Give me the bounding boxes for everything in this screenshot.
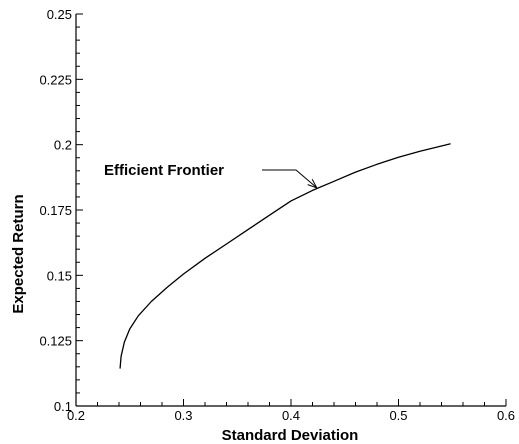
y-tick-label: 0.175	[39, 203, 72, 218]
y-tick-label: 0.2	[54, 138, 72, 153]
annotation-group: Efficient Frontier	[104, 162, 318, 189]
efficient-frontier-line	[119, 143, 451, 369]
series-group	[119, 143, 451, 369]
x-tick-label: 0.4	[282, 408, 300, 423]
y-tick-label: 0.15	[47, 268, 72, 283]
y-tick-label: 0.1	[54, 399, 72, 414]
x-tick-label: 0.2	[67, 408, 85, 423]
x-tick-label: 0.6	[497, 408, 515, 423]
y-tick-label: 0.225	[39, 72, 72, 87]
x-axis: 0.2 0.3 0.4 0.5 0.6	[67, 399, 515, 423]
efficient-frontier-annotation: Efficient Frontier	[104, 162, 224, 179]
y-tick-label: 0.25	[47, 7, 72, 22]
y-axis: 0.1 0.125 0.15 0.175 0.2 0.225 0.25	[39, 7, 83, 414]
x-axis-title: Standard Deviation	[222, 427, 359, 444]
y-axis-title: Expected Return	[10, 194, 27, 313]
x-tick-label: 0.3	[174, 408, 192, 423]
annotation-arrowhead	[307, 179, 318, 189]
y-tick-label: 0.125	[39, 334, 72, 349]
annotation-leader-line	[262, 169, 318, 189]
x-tick-label: 0.5	[389, 408, 407, 423]
